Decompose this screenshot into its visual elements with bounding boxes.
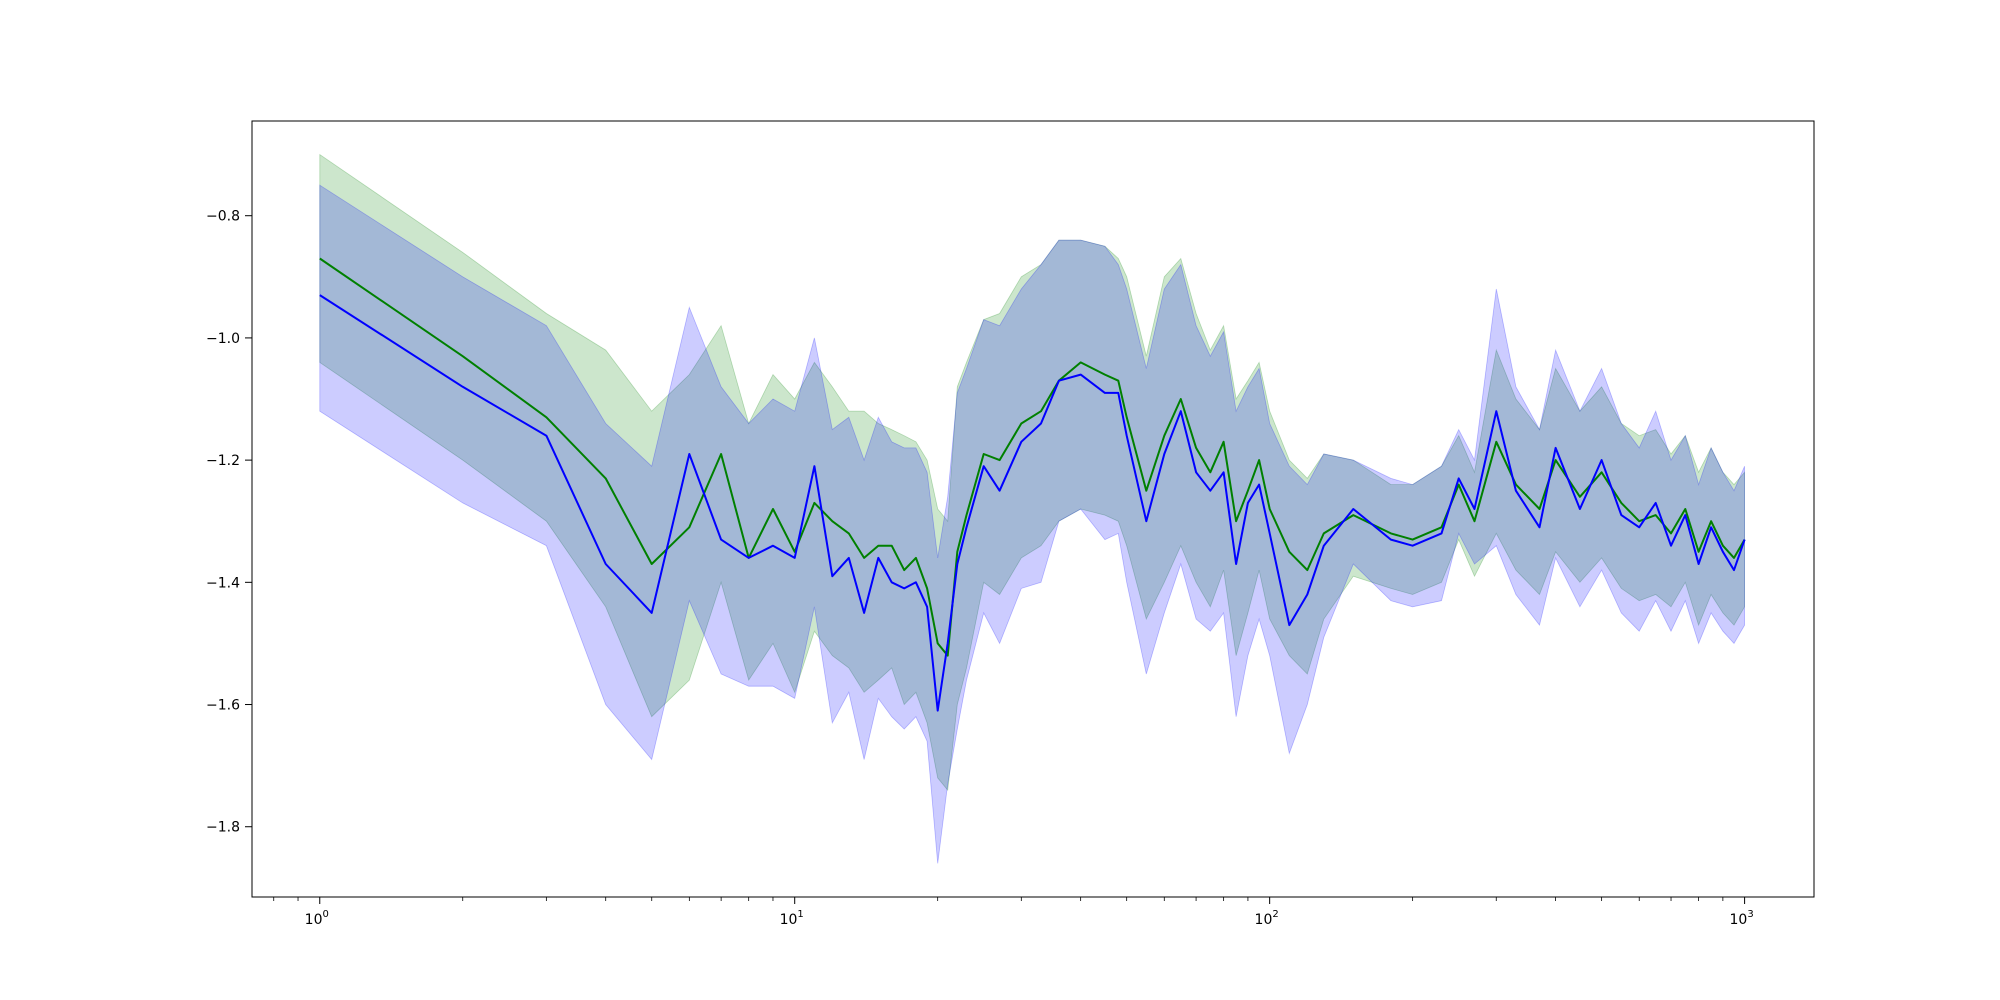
x-tick-label: 101 bbox=[780, 909, 804, 928]
y-axis: −0.8 −1.0 −1.2 −1.4 −1.6 −1.8 bbox=[206, 209, 252, 836]
x-axis: 100 101 102 103 bbox=[273, 897, 1754, 928]
y-tick-label: −1.4 bbox=[206, 575, 240, 591]
series-1-band bbox=[319, 184, 1745, 864]
series-1-line bbox=[319, 294, 1746, 712]
y-tick-label: −0.8 bbox=[206, 209, 240, 225]
y-tick-label: −1.0 bbox=[206, 331, 240, 347]
series-0-band bbox=[319, 153, 1745, 792]
axes-frame bbox=[251, 120, 1815, 898]
y-tick-label: −1.2 bbox=[206, 453, 240, 469]
y-tick-label: −1.8 bbox=[206, 820, 240, 836]
y-tick-label: −1.6 bbox=[206, 698, 240, 714]
x-tick-label: 103 bbox=[1729, 909, 1753, 928]
plot-area bbox=[319, 153, 1746, 864]
series-0-line bbox=[319, 257, 1746, 657]
x-tick-label: 100 bbox=[305, 909, 329, 928]
confidence-bands bbox=[319, 153, 1745, 864]
series-lines bbox=[319, 257, 1746, 712]
x-tick-label: 102 bbox=[1255, 909, 1279, 928]
